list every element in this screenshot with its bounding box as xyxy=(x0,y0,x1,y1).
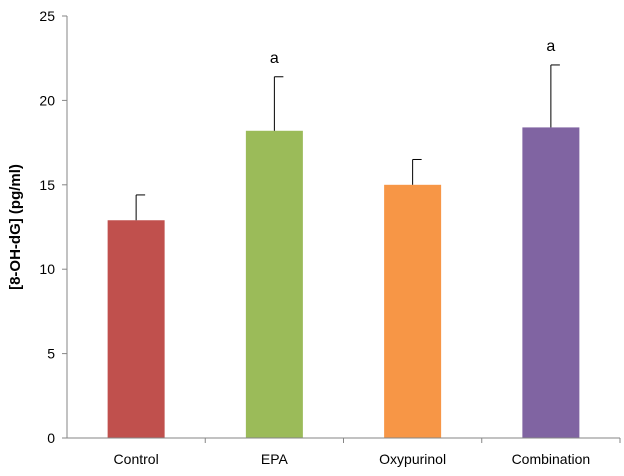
bar-oxypurinol xyxy=(384,184,442,438)
x-tick-label: Combination xyxy=(512,451,591,467)
y-tick-label: 20 xyxy=(39,92,55,108)
significance-label: a xyxy=(270,50,279,67)
y-axis-title: [8-OH-dG] (pg/ml) xyxy=(7,164,24,290)
bar-combination xyxy=(522,127,580,439)
y-tick-label: 25 xyxy=(39,8,55,24)
bar-epa xyxy=(245,130,303,438)
error-bars xyxy=(135,64,560,221)
significance-labels: aa xyxy=(270,38,556,67)
x-axis-ticks: Control EPA Oxypurinol Combination xyxy=(114,438,621,467)
x-tick-label: EPA xyxy=(261,451,289,467)
significance-label: a xyxy=(546,38,555,55)
y-tick-label: 10 xyxy=(39,261,55,277)
bars xyxy=(107,127,580,439)
bar-control xyxy=(107,220,165,438)
x-tick-label: Control xyxy=(114,451,159,467)
y-tick-label: 5 xyxy=(47,346,55,362)
y-tick-label: 15 xyxy=(39,177,55,193)
y-tick-label: 0 xyxy=(47,430,55,446)
x-tick-label: Oxypurinol xyxy=(379,451,446,467)
y-axis-ticks: 0 5 10 15 20 25 xyxy=(39,8,67,446)
